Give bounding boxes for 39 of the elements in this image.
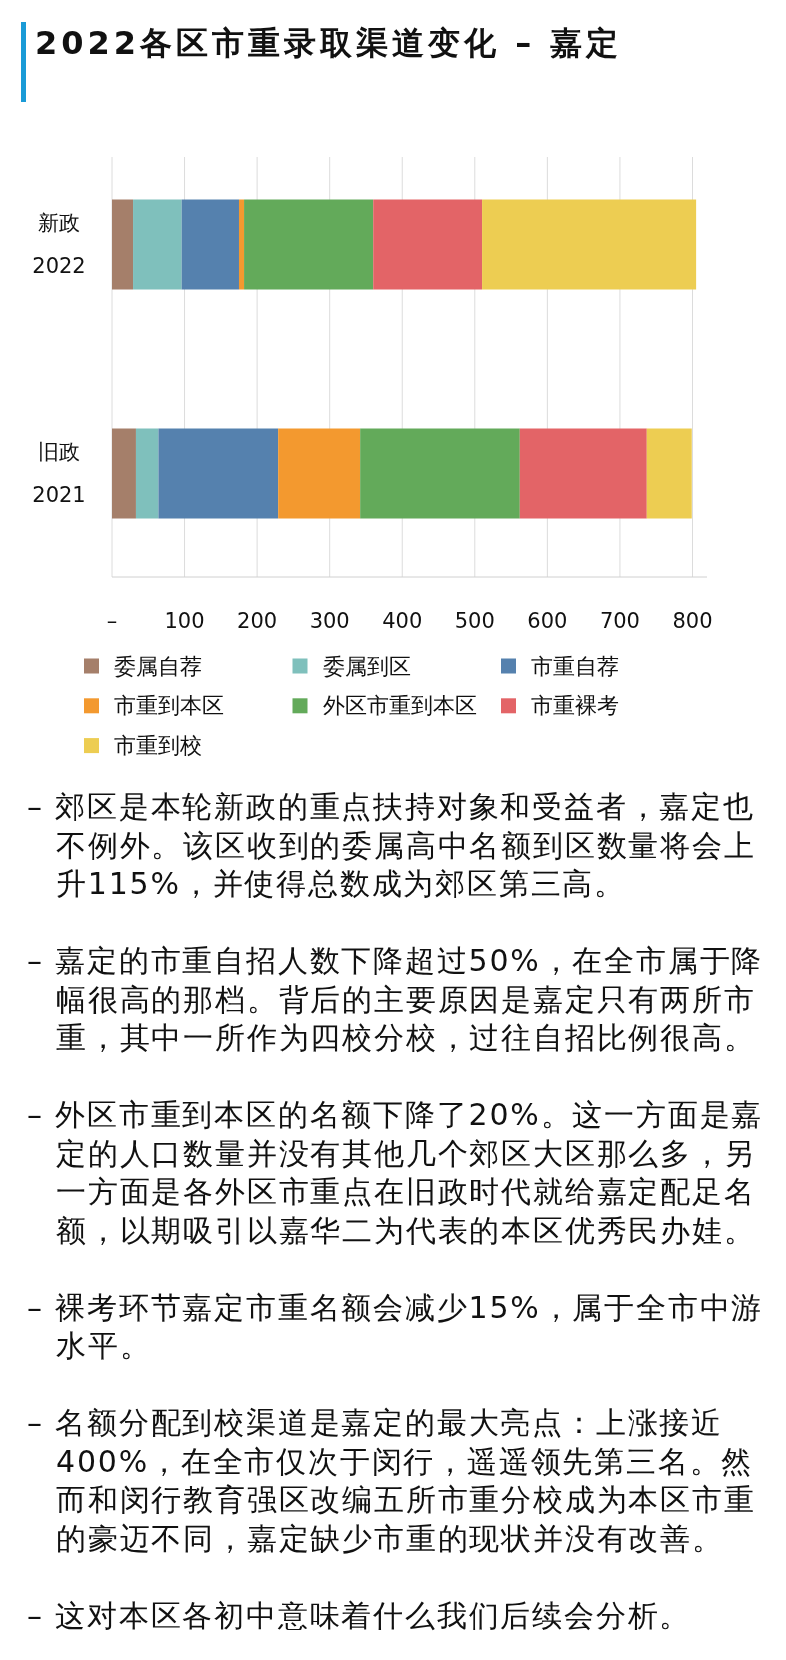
x-tick-label: 100 <box>164 609 205 633</box>
x-tick-label: 200 <box>237 609 278 633</box>
bar <box>133 199 182 290</box>
bar <box>244 199 374 290</box>
legend-label: 委属自荐 <box>114 653 202 679</box>
legend-label: 市重自荐 <box>531 653 619 679</box>
x-tick-label: 800 <box>672 609 713 633</box>
legend-label: 市重到本区 <box>114 693 224 719</box>
text: – 裸考环节嘉定市重名额会减少15%，属于全市中游水平。 <box>27 1288 765 1365</box>
x-tick-label: 300 <box>309 609 350 633</box>
text: – 这对本区各初中意味着什么我们后续会分析。 <box>27 1596 693 1635</box>
bar <box>373 199 483 290</box>
legend-label: 委属到区 <box>322 653 411 679</box>
bar <box>519 428 647 519</box>
x-tick-label: 700 <box>599 609 640 633</box>
text: – 名额分配到校渠道是嘉定的最大亮点：上涨接近400%，在全市仅次于闵行，遥遥领先第三名。然而和闵行教育强区改编五所市重分校成为本区市重的豪迈不同，嘉定缺少市重的现状并没有改善。 <box>27 1404 757 1558</box>
bar <box>112 199 134 290</box>
legend-label: 市重裸考 <box>531 693 619 719</box>
legend-label: 外区市重到本区 <box>322 693 477 719</box>
text: – 嘉定的市重自招人数下降超过50%，在全市属于降幅很高的那档。背后的主要原因是嘉定只有两所市重，其中一所作为四校分校，过往自招比例很高。 <box>27 942 765 1057</box>
y-tick-label: 旧政 2021 <box>32 440 86 507</box>
x-tick-label: – <box>106 609 118 633</box>
bar <box>158 428 279 519</box>
x-tick-label: 500 <box>454 609 495 633</box>
text: – 外区市重到本区的名额下降了20%。这一方面是嘉定的人口数量并没有其他几个郊区大区那么多，另一方面是各外区市重点在旧政时代就给嘉定配足名额，以期吸引以嘉华二为代表的本区优秀民办娃。 <box>27 1096 765 1250</box>
y-tick-label: 新政 2022 <box>32 211 86 278</box>
bar <box>181 199 239 290</box>
bar <box>278 428 361 519</box>
legend-label: 市重到校 <box>114 733 202 759</box>
bar <box>238 199 245 290</box>
bar <box>112 428 136 519</box>
bar <box>646 428 692 519</box>
x-tick-label: 400 <box>382 609 423 633</box>
text: – 郊区是本轮新政的重点扶持对象和受益者，嘉定也不例外。该区收到的委属高中名额到区数量将会上升115%，并使得总数成为郊区第三高。 <box>27 788 757 903</box>
chart-title: 2022各区市重录取渠道变化 – 嘉定 <box>35 23 623 64</box>
x-tick-label: 600 <box>527 609 568 633</box>
bar <box>135 428 159 519</box>
bar <box>482 199 697 290</box>
bar <box>360 428 520 519</box>
